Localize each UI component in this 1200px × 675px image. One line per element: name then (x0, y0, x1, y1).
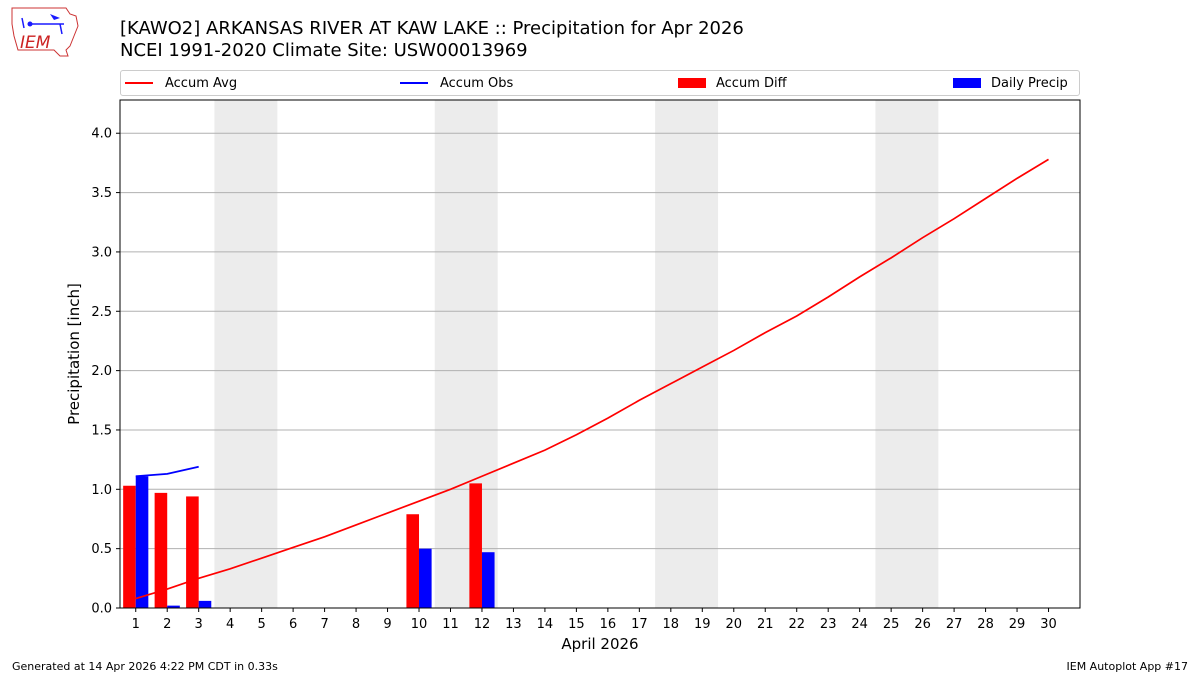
weekend-shade (875, 100, 939, 608)
x-tick-label: 23 (820, 617, 837, 632)
logo-text: IEM (20, 33, 51, 53)
bar-accum-diff (469, 483, 482, 608)
y-tick-label: 0.0 (91, 602, 112, 617)
x-tick-label: 11 (442, 617, 459, 632)
x-tick-label: 21 (757, 617, 774, 632)
x-tick-label: 7 (320, 617, 328, 632)
line-accum-obs (135, 465, 199, 478)
chart-subtitle: NCEI 1991-2020 Climate Site: USW00013969 (120, 40, 528, 61)
line-accum-avg (135, 158, 1049, 600)
legend-item-accum-avg: Accum Avg (125, 71, 237, 95)
legend-item-accum-diff: Accum Diff (678, 71, 787, 95)
footer-app: IEM Autoplot App #17 (1066, 660, 1189, 673)
legend-swatch-accum-avg (125, 82, 153, 84)
legend-swatch-accum-obs (400, 82, 428, 84)
y-axis-label: Precipitation [inch] (65, 283, 83, 425)
bar-daily-precip (481, 552, 495, 608)
x-tick-label: 12 (474, 617, 491, 632)
x-tick-label: 16 (600, 617, 617, 632)
x-tick-label: 14 (537, 617, 554, 632)
bar-daily-precip (135, 476, 149, 608)
x-tick-label: 10 (411, 617, 428, 632)
bar-daily-precip (419, 548, 432, 608)
legend-label: Accum Obs (440, 75, 514, 91)
x-tick-label: 4 (226, 617, 234, 632)
chart-title: [KAWO2] ARKANSAS RIVER AT KAW LAKE :: Pr… (120, 18, 744, 39)
y-tick-label: 3.5 (91, 186, 112, 201)
x-tick-label: 13 (505, 617, 522, 632)
bar-accum-diff (154, 492, 168, 608)
x-tick-label: 22 (788, 617, 805, 632)
y-tick-label: 4.0 (91, 127, 112, 142)
x-tick-label: 3 (195, 617, 203, 632)
bar-accum-diff (123, 485, 136, 608)
x-tick-label: 24 (851, 617, 868, 632)
x-tick-label: 20 (725, 617, 742, 632)
bar-daily-precip (167, 605, 180, 608)
x-tick-label: 19 (694, 617, 711, 632)
y-tick-label: 3.0 (91, 245, 112, 260)
x-tick-label: 29 (1009, 617, 1026, 632)
weekend-shade (655, 100, 719, 608)
x-tick-label: 27 (946, 617, 963, 632)
legend-item-accum-obs: Accum Obs (400, 71, 513, 95)
legend-swatch-daily-precip (953, 78, 981, 88)
legend-label: Accum Avg (165, 75, 238, 91)
bar-daily-precip (198, 600, 212, 608)
y-tick-label: 0.5 (91, 542, 112, 557)
x-tick-label: 9 (383, 617, 391, 632)
y-tick-label: 2.0 (91, 364, 112, 379)
weekend-shade (214, 100, 278, 608)
x-tick-label: 2 (163, 617, 171, 632)
legend-label: Accum Diff (716, 75, 787, 91)
x-tick-label: 15 (568, 617, 585, 632)
x-tick-label: 17 (631, 617, 648, 632)
bar-accum-diff (406, 514, 420, 608)
x-tick-label: 25 (883, 617, 900, 632)
legend-item-daily-precip: Daily Precip (953, 71, 1068, 95)
x-tick-label: 6 (289, 617, 297, 632)
bar-accum-diff (186, 496, 199, 608)
x-tick-label: 5 (257, 617, 265, 632)
x-tick-label: 1 (132, 617, 140, 632)
plot-frame (119, 99, 1081, 609)
iem-logo: IEM (11, 7, 79, 57)
y-tick-label: 2.5 (91, 305, 112, 320)
x-tick-label: 26 (914, 617, 931, 632)
legend-label: Daily Precip (991, 75, 1068, 91)
x-tick-label: 18 (663, 617, 680, 632)
y-tick-label: 1.0 (91, 483, 112, 498)
x-axis-label: April 2026 (561, 635, 638, 653)
x-tick-label: 8 (352, 617, 360, 632)
x-tick-label: 28 (977, 617, 994, 632)
legend-swatch-accum-diff (678, 78, 706, 88)
weekend-shade (434, 100, 498, 608)
legend: Accum Avg Accum Obs Accum Diff Daily Pre… (120, 70, 1080, 96)
y-tick-label: 1.5 (91, 423, 112, 438)
footer-generated: Generated at 14 Apr 2026 4:22 PM CDT in … (12, 660, 278, 673)
x-tick-label: 30 (1040, 617, 1057, 632)
